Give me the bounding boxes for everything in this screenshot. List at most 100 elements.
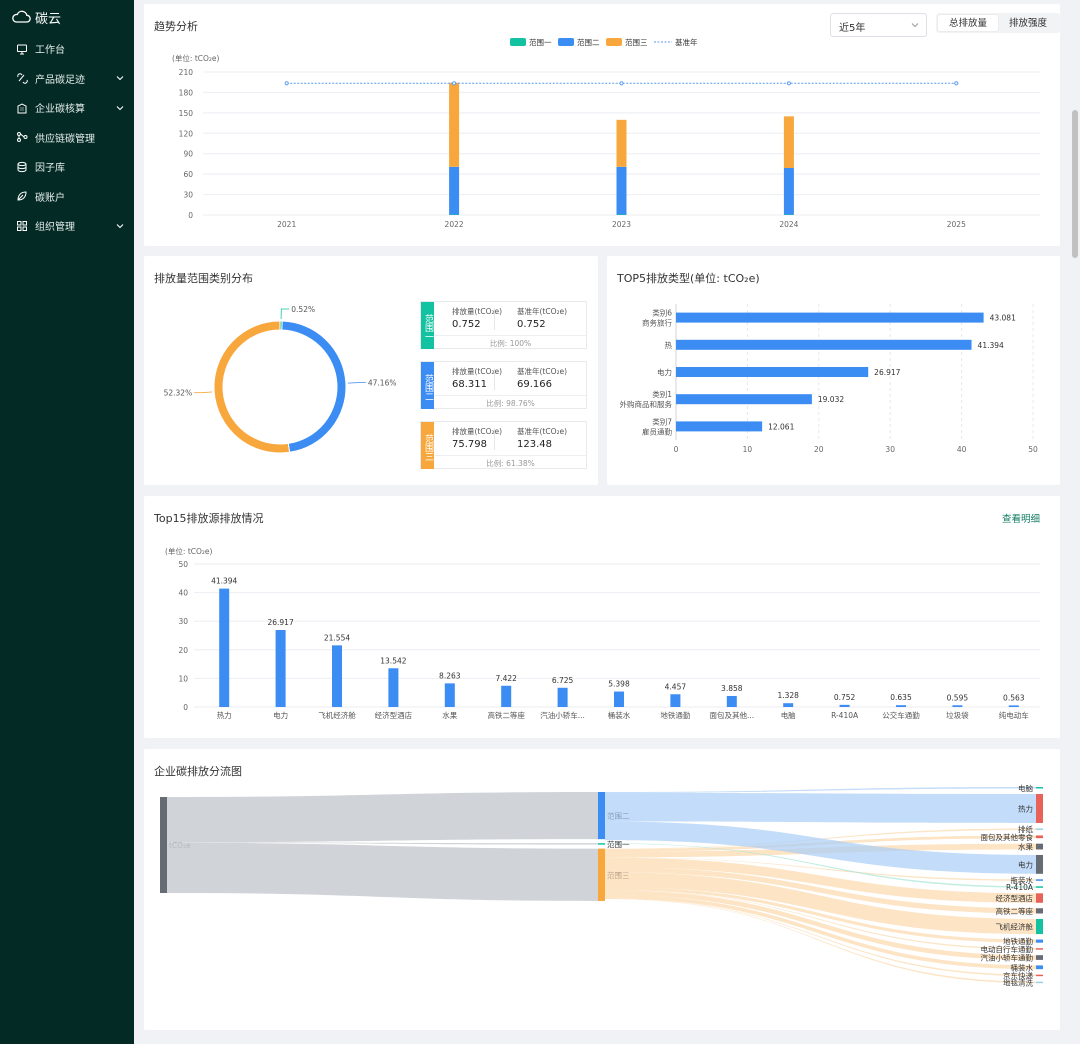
sidebar-item-4[interactable]: 因子库 — [0, 152, 134, 182]
page-scrollbar[interactable] — [1072, 110, 1078, 258]
sankey-target-label: 汽油小轿车通勤 — [981, 953, 1034, 963]
sidebar-item-5[interactable]: 碳账户 — [0, 182, 134, 212]
trend-bar-2 — [783, 116, 794, 168]
legend-label: 基准年 — [675, 37, 698, 47]
sidebar-item-label: 企业碳核算 — [35, 104, 85, 116]
sankey-chart: tCO₂e范围二范围一范围三电脑热力排纸面包及其他零食水果电力瓶装水R-410A… — [160, 783, 1043, 987]
sidebar-item-label: 工作台 — [35, 45, 65, 57]
database-icon — [16, 161, 28, 173]
trend-bar-0 — [449, 214, 460, 215]
period-select[interactable]: 近5年 — [830, 13, 927, 37]
y-tick-label: 20 — [178, 646, 188, 655]
sankey-link — [167, 842, 598, 901]
legend-label: 范围三 — [625, 37, 648, 47]
donut-chart: 0.52% 47.16% 52.32% — [164, 305, 396, 454]
top15-category-label: 电力 — [273, 710, 288, 720]
top5-category-label: 电力 — [657, 367, 672, 377]
top15-value-label: 21.554 — [324, 633, 350, 642]
donut-label-line — [347, 382, 366, 384]
scope-summary-box: 范围一 排放量(tCO₂e) 0.752 基准年(tCO₂e) 0.752 比例: 100… — [420, 301, 587, 349]
sankey-target-node — [1036, 794, 1043, 823]
sankey-target-label: 桶装水 — [1011, 962, 1034, 972]
sidebar-item-6[interactable]: 组织管理 — [0, 211, 134, 241]
network-icon — [16, 131, 28, 143]
x-tick-label: 2023 — [612, 220, 631, 229]
x-tick-label: 10 — [743, 445, 753, 454]
y-tick-label: 120 — [179, 129, 194, 138]
top15-bar — [219, 588, 230, 707]
trend-bar-2 — [449, 82, 460, 167]
top15-value-label: 5.398 — [608, 680, 630, 689]
emission-value: 68.311 — [452, 379, 487, 390]
sankey-middle-node — [598, 848, 605, 901]
baseline-label: 基准年(tCO₂e) — [517, 367, 568, 376]
sankey-target-node — [1036, 918, 1043, 935]
baseline-point — [284, 81, 289, 86]
sidebar-item-label: 供应链碳管理 — [35, 133, 95, 145]
top15-category-label: 纯电动车 — [999, 710, 1029, 720]
top15-category-label: 面包及其他... — [709, 710, 754, 720]
sidebar-item-3[interactable]: 供应链碳管理 — [0, 123, 134, 153]
top15-bar — [275, 630, 286, 707]
sankey-target-node — [1036, 948, 1043, 950]
top15-category-label: 地铁通勤 — [660, 710, 690, 720]
y-unit-label: (单位: tCO₂e) — [172, 53, 220, 63]
legend-swatch — [606, 38, 622, 46]
toggle-total-emission[interactable]: 总排放量 — [938, 15, 998, 31]
top15-category-label: 经济型酒店 — [375, 710, 413, 720]
y-tick-label: 30 — [178, 617, 188, 626]
sankey-target-label: 电力 — [1018, 859, 1033, 869]
top15-bar — [501, 685, 512, 707]
top5-category-label: 外购商品和服务 — [620, 399, 673, 409]
sankey-link — [605, 898, 1036, 977]
emission-label: 排放量(tCO₂e) — [452, 367, 503, 376]
top15-bar — [332, 645, 342, 707]
divider — [494, 428, 495, 450]
top5-value-label: 43.081 — [990, 314, 1016, 323]
x-tick-label: 50 — [1028, 445, 1038, 454]
baseline-point — [954, 81, 959, 86]
sankey-target-label: 水果 — [1018, 842, 1034, 852]
view-details-link[interactable]: 查看明细 — [1001, 514, 1040, 525]
app-logo[interactable]: 碳云 — [0, 0, 134, 34]
sidebar-item-2[interactable]: 企业碳核算 — [0, 93, 134, 123]
sankey-middle-node — [598, 792, 605, 840]
toggle-emission-intensity[interactable]: 排放强度 — [1009, 18, 1048, 29]
divider — [435, 335, 586, 336]
y-tick-label: 0 — [188, 211, 193, 220]
y-unit-label: (单位: tCO₂e) — [165, 546, 213, 556]
sidebar-item-label: 碳账户 — [35, 192, 65, 204]
top5-bar — [676, 421, 763, 432]
distribution-title: 排放量范围类别分布 — [154, 272, 253, 285]
top15-value-label: 6.725 — [552, 676, 574, 685]
chevron-down-icon — [911, 23, 919, 28]
sankey-middle-label: 范围一 — [607, 839, 630, 849]
sidebar-item-label: 产品碳足迹 — [35, 74, 85, 86]
top5-category-label: 类别6 — [652, 308, 672, 318]
x-tick-label: 2025 — [947, 220, 966, 229]
sankey-target-label: 飞机经济舱 — [996, 922, 1034, 932]
metric-toggle: 总排放量 排放强度 — [936, 13, 1060, 33]
sidebar-item-1[interactable]: 产品碳足迹 — [0, 64, 134, 94]
top15-value-label: 0.635 — [890, 693, 912, 702]
top5-value-label: 12.061 — [768, 422, 794, 431]
x-tick-label: 2022 — [445, 220, 464, 229]
sankey-target-node — [1036, 908, 1043, 914]
legend-swatch — [510, 38, 526, 46]
scope-summary-box: 范围二 排放量(tCO₂e) 68.311 基准年(tCO₂e) 69.166 比例: 9… — [420, 361, 587, 409]
sidebar-item-0[interactable]: 工作台 — [0, 34, 134, 64]
top15-bar — [670, 694, 681, 707]
baseline-value: 69.166 — [517, 379, 552, 390]
sidebar-menu: 工作台产品碳足迹企业碳核算供应链碳管理因子库碳账户组织管理 — [0, 34, 134, 241]
sankey-middle-node — [598, 843, 605, 845]
y-tick-label: 210 — [179, 68, 194, 77]
scope-tag: 范围三 — [421, 422, 434, 469]
sidebar-item-label: 组织管理 — [35, 222, 75, 234]
sankey-link — [605, 792, 1036, 823]
top15-category-label: 高铁二等座 — [487, 710, 525, 720]
monitor-icon — [16, 43, 28, 55]
top15-category-label: 电脑 — [781, 710, 796, 720]
legend-swatch — [558, 38, 574, 46]
sankey-target-node — [1036, 974, 1043, 977]
top15-value-label: 0.595 — [947, 693, 969, 702]
